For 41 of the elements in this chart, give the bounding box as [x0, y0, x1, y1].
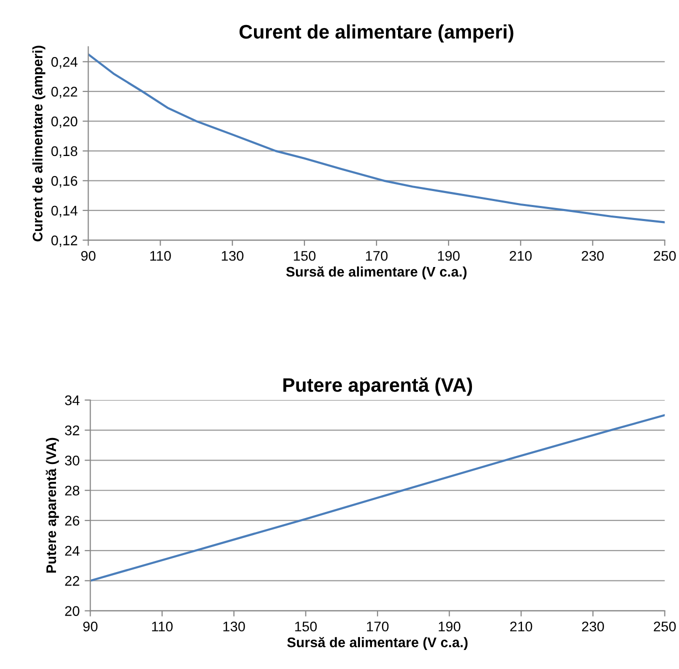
x-tick-label: 230 [582, 622, 604, 632]
line-series [88, 53, 665, 224]
y-tick-label: 24 [65, 546, 80, 556]
y-tick-label: 30 [64, 456, 80, 466]
x-tick-label: 210 [510, 250, 532, 261]
y-tick-label: 22 [65, 576, 80, 586]
y-tick-label: 0,18 [51, 146, 78, 158]
y-tick-label: 0,16 [51, 176, 78, 188]
y-tick-label: 0,12 [51, 236, 78, 247]
x-tick-label: 110 [150, 250, 171, 261]
x-tick-label: 90 [83, 622, 98, 632]
y-tick-label: 20 [65, 606, 80, 616]
x-tick-label: 230 [582, 250, 604, 261]
line-series [90, 414, 665, 582]
x-axis-title: Sursă de alimentare (V c.a.) [286, 266, 467, 280]
y-tick-label: 26 [65, 516, 80, 526]
y-axis-title: Putere aparentă (VA) [46, 438, 59, 573]
x-tick-label: 190 [438, 622, 460, 632]
x-tick-label: 130 [223, 622, 245, 632]
y-axis-title: Curent de alimentare (amperi) [32, 46, 46, 242]
x-tick-label: 170 [366, 250, 388, 261]
chart-title: Curent de alimentare (amperi) [240, 24, 514, 43]
y-tick-label: 0,20 [51, 116, 78, 128]
x-tick-label: 90 [81, 250, 96, 261]
x-axis-title: Sursă de alimentare (V c.a.) [287, 636, 468, 650]
y-tick-label: 0,22 [51, 86, 78, 98]
x-tick-label: 150 [295, 622, 317, 632]
chart-title: Putere aparentă (VA) [283, 377, 472, 396]
y-tick-label: 28 [65, 486, 80, 496]
x-tick-label: 250 [654, 622, 676, 632]
x-tick-label: 130 [222, 250, 244, 261]
y-tick-label: 32 [64, 426, 80, 436]
y-tick-label: 34 [64, 395, 80, 406]
y-tick-label: 0,24 [51, 57, 78, 69]
y-tick-label: 0,14 [51, 206, 78, 218]
x-tick-label: 170 [367, 622, 389, 632]
x-tick-label: 150 [294, 250, 316, 261]
x-tick-label: 250 [654, 250, 676, 261]
x-tick-label: 110 [152, 622, 173, 632]
x-tick-label: 210 [510, 622, 532, 632]
x-tick-label: 190 [438, 250, 460, 261]
